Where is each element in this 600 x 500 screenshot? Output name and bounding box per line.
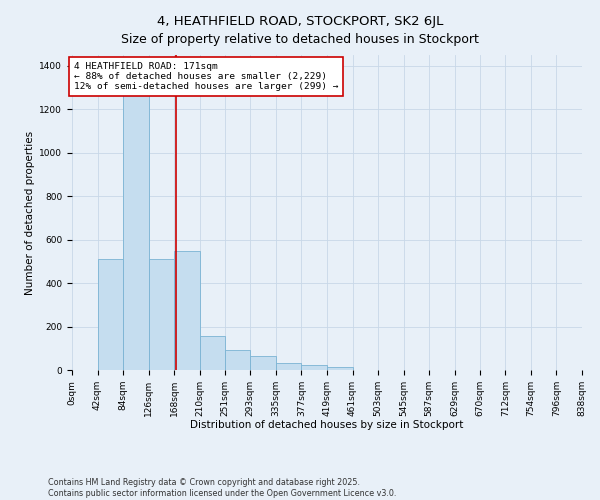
Bar — [225, 350, 250, 370]
Text: 4 HEATHFIELD ROAD: 171sqm
← 88% of detached houses are smaller (2,229)
12% of se: 4 HEATHFIELD ROAD: 171sqm ← 88% of detac… — [74, 62, 338, 92]
Bar — [327, 368, 353, 370]
Bar — [174, 250, 200, 370]
Bar — [200, 336, 225, 370]
Text: 4, HEATHFIELD ROAD, STOCKPORT, SK2 6JL: 4, HEATHFIELD ROAD, STOCKPORT, SK2 6JL — [157, 15, 443, 28]
Bar — [98, 259, 123, 370]
X-axis label: Distribution of detached houses by size in Stockport: Distribution of detached houses by size … — [190, 420, 464, 430]
Text: Size of property relative to detached houses in Stockport: Size of property relative to detached ho… — [121, 32, 479, 46]
Bar — [123, 86, 149, 370]
Text: Contains HM Land Registry data © Crown copyright and database right 2025.
Contai: Contains HM Land Registry data © Crown c… — [48, 478, 397, 498]
Y-axis label: Number of detached properties: Number of detached properties — [25, 130, 35, 294]
Bar — [301, 365, 327, 370]
Bar — [250, 356, 276, 370]
Bar — [149, 259, 174, 370]
Bar — [276, 364, 301, 370]
